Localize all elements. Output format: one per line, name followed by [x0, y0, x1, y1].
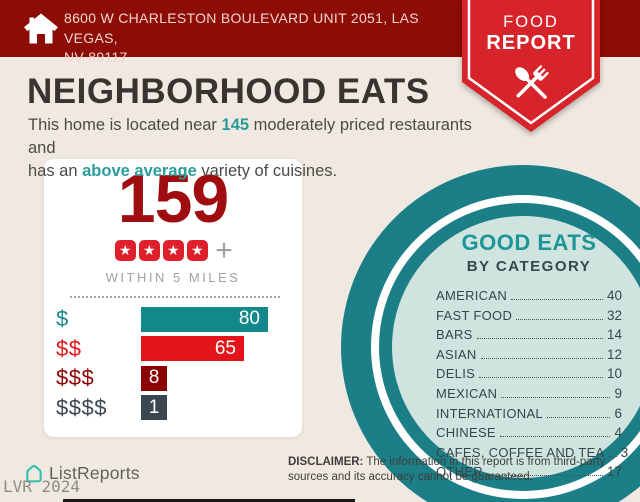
- dotted-leader: [487, 475, 603, 477]
- bar-row: $ 80: [44, 306, 302, 332]
- dotted-divider: [70, 295, 280, 298]
- subtitle-text: moderately priced restaurants and: [28, 116, 472, 158]
- address-line-1: 8600 W CHARLESTON BOULEVARD UNIT 2051, L…: [64, 10, 419, 46]
- category-value: 10: [606, 366, 622, 382]
- category-list: AMERICAN 40 FAST FOOD 32 BARS 14 ASIAN 12 DE…: [436, 288, 628, 479]
- category-value: 12: [606, 346, 622, 362]
- star-icon: ★: [162, 240, 184, 262]
- category-value: 9: [614, 385, 622, 401]
- property-address: 8600 W CHARLESTON BOULEVARD UNIT 2051, L…: [64, 9, 464, 68]
- bar: 65: [141, 336, 244, 362]
- price-level-label: $$: [56, 335, 82, 361]
- bottom-scrub-line: [63, 499, 355, 502]
- good-eats-panel: GOOD EATS BY CATEGORY AMERICAN 40 FAST FO…: [436, 230, 628, 484]
- bar: 8: [141, 365, 167, 391]
- category-label: INTERNATIONAL: [436, 405, 543, 421]
- house-icon: [24, 13, 58, 44]
- price-level-label: $$$: [56, 365, 95, 391]
- badge-label-report: REPORT: [486, 32, 576, 54]
- bar: 1: [141, 395, 167, 421]
- category-row: FAST FOOD 32: [436, 308, 622, 323]
- category-label: OTHER: [436, 464, 483, 480]
- star-icon: ★: [186, 240, 208, 262]
- bar-value: 1: [148, 396, 160, 418]
- variety-highlight: above average: [82, 162, 197, 181]
- bar-row: $$$$ 1: [44, 394, 302, 421]
- address-line-2: NV 89117: [64, 49, 128, 66]
- dotted-leader: [546, 416, 611, 418]
- subtitle-text: variety of cuisines.: [196, 162, 338, 181]
- category-row: CHINESE 4: [436, 425, 622, 440]
- category-value: 6: [614, 405, 622, 421]
- category-circle-background: [392, 216, 640, 478]
- listreports-brand: ListReports: [24, 462, 140, 484]
- restaurant-count: 159: [117, 161, 229, 237]
- crossed-spoon-fork-icon: [515, 65, 549, 99]
- bar-row: $$$ 8: [44, 365, 302, 391]
- star-icon: ★: [138, 240, 160, 262]
- disclaimer-text: The information in this report is from t…: [288, 456, 606, 484]
- rating-stars: ★ ★ ★ ★ +: [44, 233, 302, 267]
- brand-name: ListReports: [49, 462, 140, 483]
- category-value: 17: [606, 464, 622, 480]
- dotted-leader: [608, 455, 617, 457]
- subtitle-text: has an: [28, 162, 83, 181]
- listreports-logo-icon: [26, 464, 42, 483]
- price-level-label: $$$$: [56, 394, 107, 420]
- category-value: 4: [614, 425, 622, 441]
- bar-value: 8: [148, 367, 160, 389]
- category-row: CAFES, COFFEE AND TEA 3: [436, 444, 628, 460]
- disclaimer-label: DISCLAIMER:: [288, 456, 364, 468]
- dotted-leader: [479, 377, 603, 379]
- category-row: DELIS 10: [436, 366, 622, 381]
- radius-label: WITHIN 5 MILES: [105, 269, 241, 285]
- category-label: CAFES, COFFEE AND TEA: [436, 444, 605, 460]
- dotted-leader: [476, 338, 603, 340]
- page-title: NEIGHBORHOOD EATS: [27, 72, 430, 111]
- category-row: MEXICAN 9: [436, 386, 622, 401]
- category-row: OTHER 17: [436, 464, 622, 479]
- star-icon: ★: [114, 240, 136, 262]
- category-value: 32: [606, 307, 622, 323]
- category-value: 14: [606, 327, 622, 343]
- bar-value: 80: [238, 308, 260, 330]
- plus-icon: +: [215, 233, 233, 267]
- dotted-leader: [511, 299, 603, 300]
- category-label: BARS: [436, 327, 473, 343]
- category-row: ASIAN 12: [436, 347, 622, 362]
- good-eats-subtitle: BY CATEGORY: [466, 258, 592, 275]
- price-level-label: $: [56, 306, 69, 332]
- category-label: CHINESE: [436, 425, 496, 441]
- category-value: 40: [606, 288, 622, 303]
- category-label: MEXICAN: [436, 385, 498, 401]
- category-label: ASIAN: [436, 346, 477, 362]
- bar-row: $$ 65: [44, 335, 302, 362]
- badge-label-food: FOOD: [503, 13, 559, 31]
- restaurant-count-highlight: 145: [221, 116, 250, 134]
- category-label: DELIS: [436, 366, 476, 382]
- bar: 80: [141, 306, 268, 332]
- category-value: 3: [620, 444, 629, 460]
- category-label: AMERICAN: [436, 288, 508, 303]
- disclaimer: DISCLAIMER: The information in this repo…: [288, 455, 633, 485]
- ribbon-shape: [462, 0, 600, 132]
- good-eats-title: GOOD EATS: [461, 230, 597, 255]
- dotted-leader: [501, 396, 611, 398]
- bar-value: 65: [214, 337, 236, 359]
- dotted-leader: [480, 357, 603, 359]
- subtitle-text: This home is located near: [28, 116, 222, 134]
- summary-sentence: This home is located near 145 moderately…: [28, 114, 498, 183]
- dotted-leader: [499, 436, 611, 438]
- watermark: LVR 2024: [3, 477, 81, 496]
- price-level-bar-chart: $ 80 $$ 65 $$$ 8 $$$$ 1: [44, 306, 302, 421]
- category-label: FAST FOOD: [436, 307, 513, 323]
- category-row: AMERICAN 40: [436, 288, 622, 303]
- restaurant-summary-card: 159 ★ ★ ★ ★ + WITHIN 5 MILES $ 80 $$ 65 …: [44, 159, 302, 437]
- category-row: BARS 14: [436, 327, 622, 342]
- dotted-leader: [516, 318, 603, 320]
- food-report-badge: FOOD REPORT: [462, 0, 600, 136]
- category-row: INTERNATIONAL 6: [436, 406, 622, 421]
